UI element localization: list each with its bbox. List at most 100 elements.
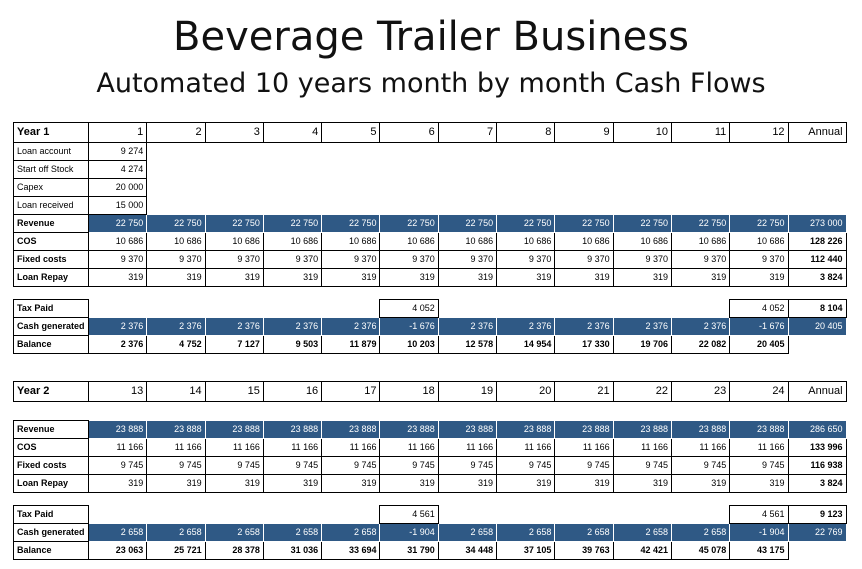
cash-cell: 2 658: [204, 523, 264, 542]
month-number: 11: [671, 122, 731, 143]
empty-cell: [613, 493, 671, 506]
balance-cell: 10 203: [379, 335, 439, 354]
tax-annual: 9 123: [787, 505, 847, 524]
revenue-cell: 23 888: [612, 420, 672, 439]
revenue-cell: 22 750: [379, 214, 439, 233]
tax-cell: 4 052: [729, 299, 789, 318]
fixed-cell: 9 370: [670, 250, 731, 269]
balance-cell: 39 763: [554, 541, 614, 560]
revenue-cell: 23 888: [204, 420, 264, 439]
empty-cell: [147, 197, 205, 215]
cash-cell: 2 658: [496, 523, 556, 542]
empty-cell: [322, 493, 380, 506]
empty-cell: [322, 143, 380, 161]
balance-row: Balance 2 376 4 752 7 127 9 503 11 879 10 203 1…: [13, 335, 847, 354]
empty-cell: [497, 287, 555, 300]
loan-row: Loan account 9 274: [13, 142, 847, 161]
empty-cell: [555, 493, 613, 506]
year-1-table: Year 1 1 2 3 4 5 6 7 8 9 10 11 12 Annual Loan account 9…: [13, 122, 847, 354]
empty-cell: [438, 287, 496, 300]
fixed-cell: 9 745: [379, 456, 439, 475]
fixed-cell: 9 370: [146, 250, 206, 269]
empty-cell: [730, 493, 788, 506]
cos-cell: 11 166: [729, 438, 789, 457]
cash-cell: 2 658: [262, 523, 323, 542]
spacer-row: [14, 493, 847, 506]
empty-cell: [205, 287, 263, 300]
empty-cell: [263, 161, 321, 179]
tax-cell: [613, 506, 671, 524]
loanrepay-cell: 319: [146, 474, 206, 493]
balance-cell: 37 105: [496, 541, 556, 560]
empty-cell: [438, 402, 496, 421]
empty-cell: [147, 179, 205, 197]
revenue-cell: 23 888: [670, 420, 731, 439]
fixed-cell: 9 745: [612, 456, 672, 475]
loan-value: 20 000: [87, 178, 148, 197]
cash-cell: 2 658: [612, 523, 672, 542]
cash-label: Cash generated: [13, 523, 89, 542]
empty-cell: [730, 161, 788, 179]
cos-cell: 10 686: [612, 232, 672, 251]
tax-cell: [147, 300, 205, 318]
balance-cell: 34 448: [437, 541, 498, 560]
empty-cell: [671, 402, 729, 421]
fixed-cell: 9 745: [146, 456, 206, 475]
loan-label: Capex: [13, 178, 89, 197]
fixed-cell: 9 370: [87, 250, 148, 269]
empty-cell: [14, 402, 89, 421]
month-number: 21: [554, 381, 614, 402]
balance-cell: 12 578: [437, 335, 498, 354]
tax-cell: [322, 300, 380, 318]
empty-cell: [205, 493, 263, 506]
loan-row: Loan received 15 000: [13, 196, 847, 215]
balance-cell: 31 790: [379, 541, 439, 560]
loan-label: Start off Stock: [13, 160, 89, 179]
balance-cell: 31 036: [262, 541, 323, 560]
revenue-cell: 22 750: [554, 214, 614, 233]
empty-cell: [730, 143, 788, 161]
cash-cell: 2 376: [262, 317, 323, 336]
balance-cell: 4 752: [146, 335, 206, 354]
revenue-cell: 22 750: [670, 214, 731, 233]
balance-cell: 17 330: [554, 335, 614, 354]
cos-cell: 10 686: [87, 232, 148, 251]
loanrepay-cell: 319: [204, 268, 264, 287]
empty-cell: [380, 493, 438, 506]
cash-label: Cash generated: [13, 317, 89, 336]
cos-cell: 10 686: [146, 232, 206, 251]
cos-row: COS 11 166 11 166 11 166 11 166 11 166 11 166 1…: [13, 438, 847, 457]
loan-row: Start off Stock 4 274: [13, 160, 847, 179]
month-number: 2: [146, 122, 206, 143]
empty-cell: [438, 197, 496, 215]
empty-cell: [788, 143, 846, 161]
empty-cell: [613, 402, 671, 421]
tax-cell: [555, 506, 613, 524]
cos-cell: 10 686: [204, 232, 264, 251]
empty-cell: [263, 143, 321, 161]
tax-cell: [263, 300, 321, 318]
empty-cell: [438, 143, 496, 161]
cos-cell: 10 686: [554, 232, 614, 251]
empty-cell: [613, 197, 671, 215]
cash-cell: 2 376: [554, 317, 614, 336]
revenue-cell: 23 888: [262, 420, 323, 439]
cash-cell: -1 904: [379, 523, 439, 542]
empty-cell: [497, 179, 555, 197]
loanrepay-label: Loan Repay: [13, 474, 89, 493]
year-label: Year 2: [13, 381, 89, 402]
cash-annual: 20 405: [787, 317, 847, 336]
fixed-label: Fixed costs: [13, 456, 89, 475]
revenue-cell: 23 888: [379, 420, 439, 439]
month-number: 1: [88, 122, 148, 143]
month-number: 7: [438, 122, 498, 143]
revenue-row: Revenue 23 888 23 888 23 888 23 888 23 888 23 …: [13, 420, 847, 439]
fixed-cell: 9 370: [262, 250, 323, 269]
empty-cell: [497, 402, 555, 421]
loanrepay-cell: 319: [554, 474, 614, 493]
cash-row: Cash generated 2 658 2 658 2 658 2 658 2 658-…: [13, 523, 847, 542]
month-number: 13: [88, 381, 148, 402]
revenue-label: Revenue: [13, 420, 89, 439]
month-number: 22: [613, 381, 672, 402]
empty-cell: [380, 179, 438, 197]
